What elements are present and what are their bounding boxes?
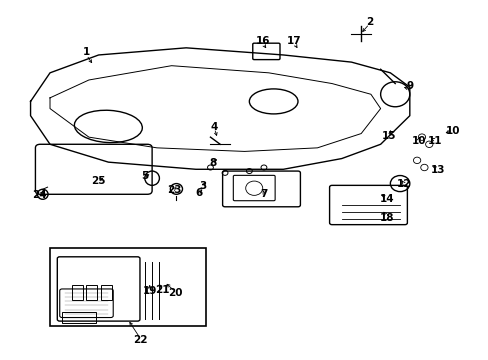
- Text: 4: 4: [210, 122, 218, 132]
- Bar: [72, 285, 82, 300]
- Text: 20: 20: [168, 288, 183, 297]
- Text: 15: 15: [381, 131, 396, 141]
- Text: 23: 23: [166, 185, 181, 195]
- Text: 17: 17: [286, 36, 301, 46]
- Text: 6: 6: [195, 188, 203, 198]
- Text: 10: 10: [445, 126, 459, 136]
- Text: 10: 10: [410, 136, 425, 147]
- Text: 2: 2: [365, 17, 372, 27]
- Bar: [50, 248, 205, 327]
- Text: 11: 11: [427, 136, 442, 146]
- Text: 18: 18: [379, 212, 393, 222]
- Text: 16: 16: [255, 36, 270, 46]
- Text: 19: 19: [142, 287, 157, 296]
- Text: 9: 9: [406, 81, 412, 91]
- Text: 21: 21: [155, 285, 170, 295]
- Text: 3: 3: [199, 181, 206, 192]
- Text: 7: 7: [260, 189, 267, 199]
- Text: 24: 24: [32, 190, 46, 200]
- Text: 12: 12: [396, 179, 410, 189]
- Bar: [62, 312, 96, 323]
- Bar: [86, 285, 97, 300]
- Text: 1: 1: [82, 47, 90, 57]
- Text: 22: 22: [132, 335, 147, 345]
- Text: 14: 14: [379, 194, 393, 203]
- Text: 5: 5: [141, 171, 148, 181]
- Text: 25: 25: [91, 176, 106, 186]
- Text: 13: 13: [430, 165, 445, 175]
- Bar: [101, 285, 112, 300]
- Text: 8: 8: [209, 158, 216, 168]
